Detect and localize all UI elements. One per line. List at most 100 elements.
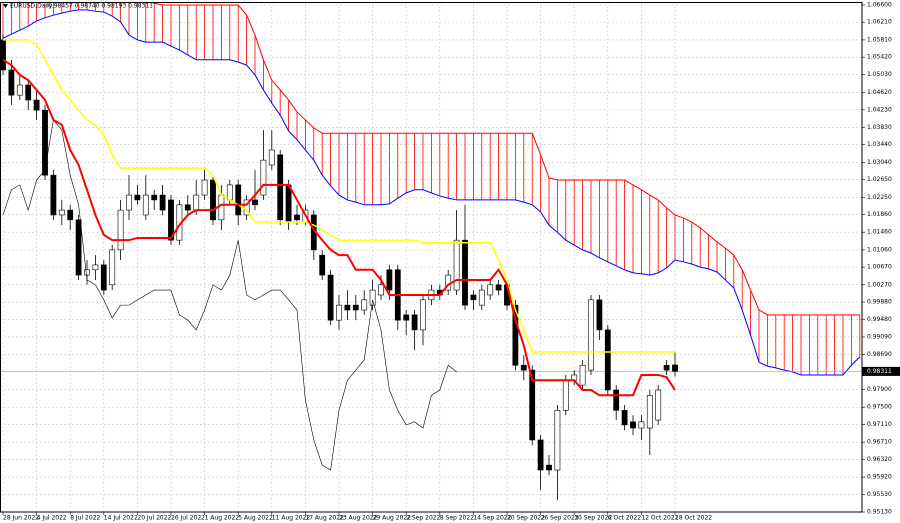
x-tick-label: 20 Sep 2022 [507, 515, 545, 522]
x-tick-label: 8 Jul 2022 [70, 515, 100, 522]
candle-body [134, 194, 141, 201]
candle-body [646, 395, 653, 429]
candle-body [235, 184, 242, 216]
x-tick-label: 6 Oct 2022 [608, 515, 641, 522]
x-tick-label: 14 Sep 2022 [473, 515, 511, 522]
x-tick-label: 1 Aug 2022 [205, 515, 240, 522]
candle-body [193, 194, 200, 211]
candle-body [252, 199, 258, 206]
candle-body [579, 364, 586, 386]
candle-body [420, 299, 426, 331]
y-tick-label: 0.95920 [867, 474, 892, 481]
x-tick-label: 2 Sep 2022 [406, 515, 440, 522]
plot-frame [0, 2, 863, 513]
x-tick-label: 5 Aug 2022 [238, 515, 273, 522]
candle-body [142, 194, 149, 216]
y-tick-label: 0.95130 [867, 509, 892, 516]
candle-body [630, 421, 636, 429]
candle-body [495, 284, 502, 291]
y-tick-label: 0.99090 [867, 333, 892, 340]
y-tick-label: 1.04230 [867, 106, 892, 113]
y-tick-label: 1.05810 [867, 36, 892, 43]
x-tick-label: 4 Jul 2022 [37, 515, 67, 522]
y-tick-label: 1.06600 [867, 2, 892, 9]
candle-body [42, 109, 48, 176]
candle-body [621, 410, 628, 426]
x-tick-label: 28 Jun 2022 [3, 515, 39, 522]
cloud-edge [2, 9, 861, 376]
candle-body [336, 304, 342, 321]
candle-body [92, 264, 99, 271]
x-tick-label: 26 Sep 2022 [541, 515, 579, 522]
indicator-line [2, 58, 676, 397]
candle-body [529, 369, 536, 441]
candle-body [327, 274, 334, 321]
y-tick-label: 1.02250 [867, 194, 892, 201]
candle-body [369, 289, 376, 306]
candle-body [344, 304, 351, 311]
candle-body [663, 364, 670, 371]
candle-body [655, 389, 662, 421]
candle-body [352, 304, 359, 311]
candle-body [277, 154, 284, 221]
candle-body [520, 364, 527, 371]
candle-body [294, 214, 300, 221]
y-tick-label: 1.06210 [867, 19, 892, 26]
candle-body [378, 284, 384, 296]
y-tick-label: 1.04620 [867, 89, 892, 96]
symbol-icon [3, 4, 8, 8]
candle-body [151, 194, 158, 201]
candle-body [470, 294, 477, 301]
candle-body [285, 184, 292, 223]
x-tick-label: 14 Jul 2022 [104, 515, 138, 522]
candle-body [184, 204, 191, 211]
candle-body [672, 364, 678, 372]
candle-body [487, 284, 494, 296]
candle-body [67, 209, 74, 221]
candle-body [260, 159, 267, 196]
candle-body [554, 410, 561, 471]
y-tick-label: 0.96320 [867, 456, 892, 463]
y-tick-label: 1.03040 [867, 159, 892, 166]
candle-body [512, 304, 519, 366]
candle-body [411, 314, 418, 331]
x-tick-label: 29 Aug 2022 [373, 515, 412, 522]
y-tick-label: 1.00670 [867, 264, 892, 271]
price-tag-label: 0.98311 [867, 368, 892, 375]
plot-area [0, 2, 862, 512]
candle-body [109, 249, 116, 286]
x-tick-label: 17 Aug 2022 [305, 515, 344, 522]
y-tick-label: 1.05420 [867, 54, 892, 61]
candle-body [361, 299, 368, 311]
x-tick-label: 8 Sep 2022 [440, 515, 474, 522]
candle-body [33, 99, 40, 111]
y-tick-label: 0.99480 [867, 316, 892, 323]
candle-body [226, 184, 233, 201]
y-tick-label: 1.01460 [867, 229, 892, 236]
y-tick-label: 1.01060 [867, 246, 892, 253]
candle-body [75, 219, 82, 276]
candle-body [268, 149, 275, 166]
candle-body [462, 239, 468, 306]
y-tick-label: 0.97500 [867, 404, 892, 411]
y-tick-label: 1.03440 [867, 141, 892, 148]
candle-body [16, 84, 23, 96]
candle-body [596, 299, 603, 331]
x-tick-label: 20 Jul 2022 [137, 515, 171, 522]
y-tick-label: 1.02650 [867, 176, 892, 183]
candle-body [210, 179, 216, 221]
candle-body [537, 439, 544, 471]
candle-body [218, 194, 225, 221]
candle-body [159, 194, 166, 211]
y-tick-label: 1.00270 [867, 281, 892, 288]
candle-body [453, 239, 460, 291]
x-tick-label: 18 Oct 2022 [675, 515, 712, 522]
price-tag [862, 366, 900, 376]
candle-body [8, 69, 15, 96]
x-tick-label: 26 Jul 2022 [171, 515, 205, 522]
x-tick-label: 12 Oct 2022 [641, 515, 678, 522]
candle-body [50, 174, 57, 216]
y-tick-label: 1.01860 [867, 211, 892, 218]
